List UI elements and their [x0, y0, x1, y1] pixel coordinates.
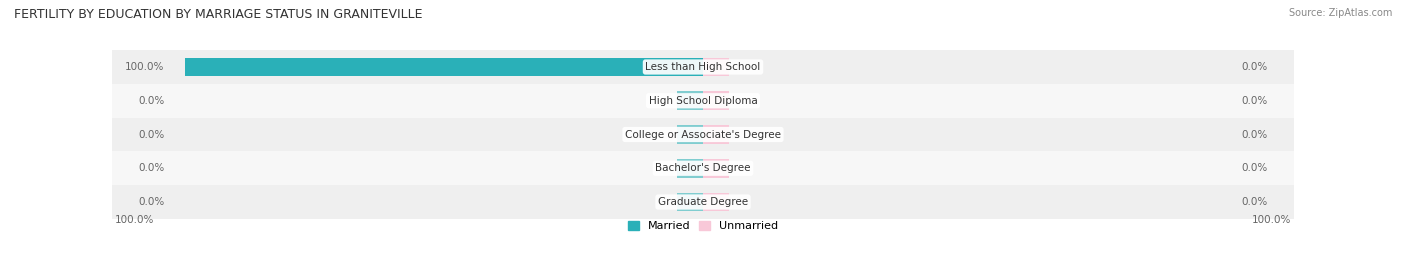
Bar — [703, 91, 728, 110]
Bar — [107, 118, 1299, 151]
Bar — [703, 125, 728, 144]
Text: 0.0%: 0.0% — [138, 96, 165, 106]
Text: Graduate Degree: Graduate Degree — [658, 197, 748, 207]
Legend: Married, Unmarried: Married, Unmarried — [623, 216, 783, 236]
Bar — [703, 193, 728, 211]
Text: FERTILITY BY EDUCATION BY MARRIAGE STATUS IN GRANITEVILLE: FERTILITY BY EDUCATION BY MARRIAGE STATU… — [14, 8, 423, 21]
Text: 0.0%: 0.0% — [138, 163, 165, 173]
Text: Bachelor's Degree: Bachelor's Degree — [655, 163, 751, 173]
Text: 0.0%: 0.0% — [138, 129, 165, 140]
Text: Source: ZipAtlas.com: Source: ZipAtlas.com — [1288, 8, 1392, 18]
Bar — [107, 84, 1299, 118]
Bar — [107, 50, 1299, 84]
Bar — [703, 159, 728, 178]
Bar — [678, 125, 703, 144]
Text: 100.0%: 100.0% — [125, 62, 165, 72]
Bar — [678, 159, 703, 178]
Text: 0.0%: 0.0% — [1241, 62, 1268, 72]
Text: 100.0%: 100.0% — [1251, 215, 1291, 225]
Text: 0.0%: 0.0% — [1241, 129, 1268, 140]
Text: 0.0%: 0.0% — [1241, 96, 1268, 106]
Text: 0.0%: 0.0% — [1241, 163, 1268, 173]
Bar — [107, 185, 1299, 219]
Text: High School Diploma: High School Diploma — [648, 96, 758, 106]
Bar — [703, 58, 728, 76]
Text: 0.0%: 0.0% — [138, 197, 165, 207]
Bar — [107, 151, 1299, 185]
Bar — [186, 58, 703, 76]
Bar — [678, 193, 703, 211]
Bar — [678, 91, 703, 110]
Text: 0.0%: 0.0% — [1241, 197, 1268, 207]
Text: 100.0%: 100.0% — [115, 215, 155, 225]
Text: Less than High School: Less than High School — [645, 62, 761, 72]
Text: College or Associate's Degree: College or Associate's Degree — [626, 129, 780, 140]
